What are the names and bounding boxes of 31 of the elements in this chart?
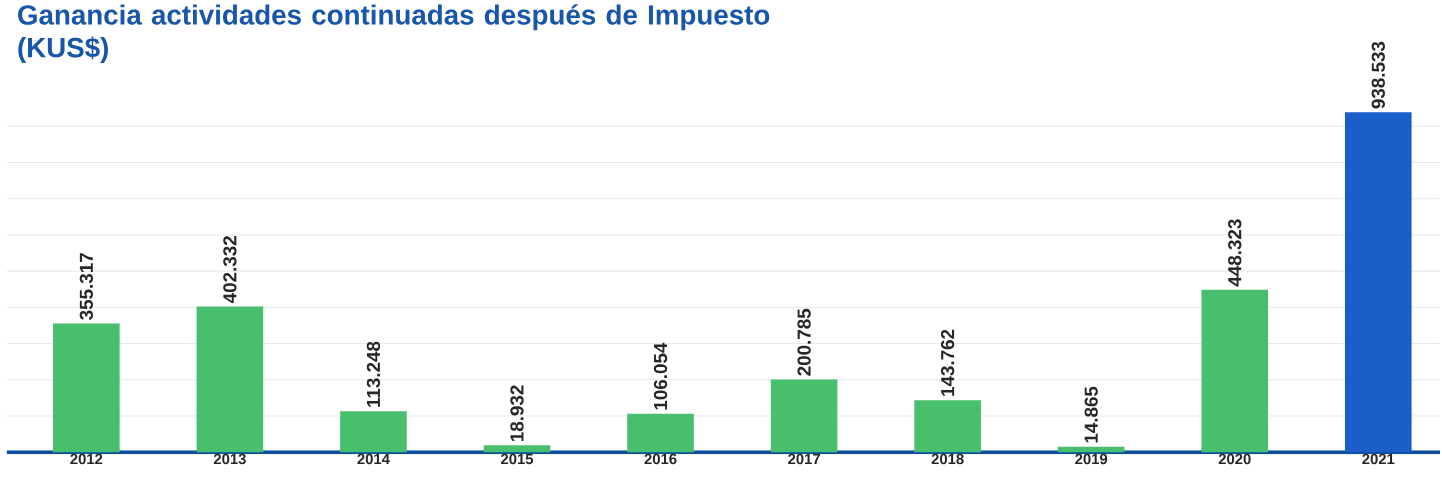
data-label: 938.533 — [1371, 41, 1385, 109]
bar — [1201, 289, 1269, 453]
data-label: 448.323 — [1228, 219, 1242, 287]
bar — [196, 306, 264, 453]
x-tick-label: 2021 — [1362, 453, 1395, 465]
bar — [483, 445, 551, 453]
data-label: 402.332 — [223, 236, 237, 304]
bar — [340, 411, 407, 453]
x-tick-label: 2017 — [788, 453, 820, 465]
data-label: 200.785 — [797, 308, 811, 376]
bar — [914, 400, 981, 453]
x-tick-label: 2013 — [213, 453, 246, 465]
data-label: 106.054 — [653, 342, 668, 410]
data-label: 143.762 — [940, 329, 955, 396]
bar — [627, 413, 694, 453]
bar — [770, 379, 838, 453]
bar — [1344, 112, 1412, 453]
data-label: 113.248 — [366, 341, 381, 407]
chart-title: Ganancia actividades continuadas después de Impuesto (KUS$) — [18, 4, 770, 63]
data-label: 355.317 — [79, 253, 94, 320]
x-tick-label: 2016 — [644, 453, 677, 465]
x-tick-label: 2014 — [357, 453, 390, 465]
data-label: 18.932 — [510, 385, 524, 441]
bar — [53, 323, 120, 453]
x-tick-label: 2018 — [931, 453, 964, 465]
data-label: 14.865 — [1084, 386, 1098, 443]
bar — [1057, 446, 1125, 453]
x-tick-label: 2020 — [1218, 453, 1251, 465]
x-tick-label: 2015 — [500, 453, 534, 465]
x-tick-label: 2019 — [1075, 453, 1108, 465]
x-tick-label: 2012 — [70, 453, 103, 465]
